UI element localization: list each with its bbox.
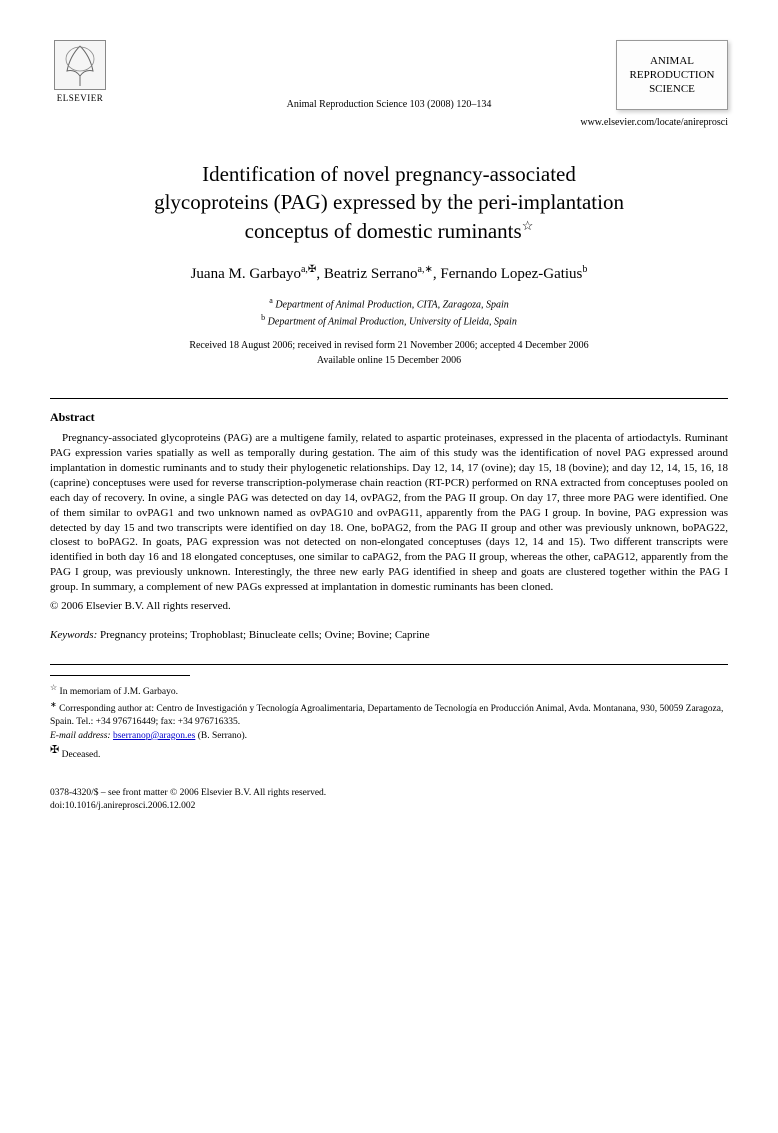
- doi-line: doi:10.1016/j.anireprosci.2006.12.002: [50, 800, 728, 813]
- author: Juana M. Garbayoa,✠: [191, 266, 317, 282]
- footnote-corresponding: ∗ Corresponding author at: Centro de Inv…: [50, 699, 728, 730]
- title-text: glycoproteins (PAG) expressed by the per…: [154, 190, 624, 214]
- keywords-line: Keywords: Pregnancy proteins; Trophoblas…: [50, 628, 728, 643]
- title-note-icon: ☆: [522, 217, 534, 235]
- journal-cover-box: ANIMAL REPRODUCTION SCIENCE: [616, 40, 728, 110]
- copyright-line: © 2006 Elsevier B.V. All rights reserved…: [50, 599, 728, 614]
- email-person: (B. Serrano).: [198, 731, 247, 741]
- email-label: E-mail address:: [50, 731, 111, 741]
- publisher-name: ELSEVIER: [57, 92, 104, 105]
- authors-line: Juana M. Garbayoa,✠, Beatriz Serranoa,∗,…: [50, 263, 728, 285]
- divider: [50, 664, 728, 665]
- footnote-rule: [50, 675, 190, 676]
- title-text: Identification of novel pregnancy-associ…: [202, 162, 576, 186]
- keywords-text: Pregnancy proteins; Trophoblast; Binucle…: [100, 629, 430, 641]
- author: Beatriz Serranoa,∗: [324, 266, 433, 282]
- dates-online: Available online 15 December 2006: [50, 353, 728, 368]
- elsevier-tree-icon: [54, 40, 106, 90]
- title-text: conceptus of domestic ruminants: [245, 219, 522, 243]
- journal-box-line: REPRODUCTION: [630, 68, 715, 82]
- article-dates: Received 18 August 2006; received in rev…: [50, 338, 728, 368]
- keywords-label: Keywords:: [50, 629, 97, 641]
- article-title: Identification of novel pregnancy-associ…: [70, 160, 708, 245]
- affiliation: a Department of Animal Production, CITA,…: [50, 295, 728, 312]
- issn-line: 0378-4320/$ – see front matter © 2006 El…: [50, 787, 728, 800]
- footnote-deceased: ✠ Deceased.: [50, 743, 728, 762]
- divider: [50, 398, 728, 399]
- footnote-memoriam: ☆ In memoriam of J.M. Garbayo.: [50, 682, 728, 699]
- star-icon: ☆: [50, 682, 57, 693]
- abstract-body: Pregnancy-associated glycoproteins (PAG)…: [50, 431, 728, 594]
- abstract-heading: Abstract: [50, 409, 728, 426]
- deceased-icon: ✠: [50, 743, 59, 758]
- author: Fernando Lopez-Gatiusb: [440, 266, 587, 282]
- journal-box-line: SCIENCE: [630, 82, 715, 96]
- footnote-email: E-mail address: bserranop@aragon.es (B. …: [50, 730, 728, 743]
- email-link[interactable]: bserranop@aragon.es: [113, 731, 195, 741]
- footnotes: ☆ In memoriam of J.M. Garbayo. ∗ Corresp…: [50, 682, 728, 763]
- affiliations: a Department of Animal Production, CITA,…: [50, 295, 728, 330]
- journal-url[interactable]: www.elsevier.com/locate/anireprosci: [50, 116, 728, 130]
- dates-received: Received 18 August 2006; received in rev…: [50, 338, 728, 353]
- journal-box-line: ANIMAL: [630, 54, 715, 68]
- bottom-matter: 0378-4320/$ – see front matter © 2006 El…: [50, 787, 728, 814]
- affiliation: b Department of Animal Production, Unive…: [50, 312, 728, 329]
- publisher-logo: ELSEVIER: [50, 40, 110, 105]
